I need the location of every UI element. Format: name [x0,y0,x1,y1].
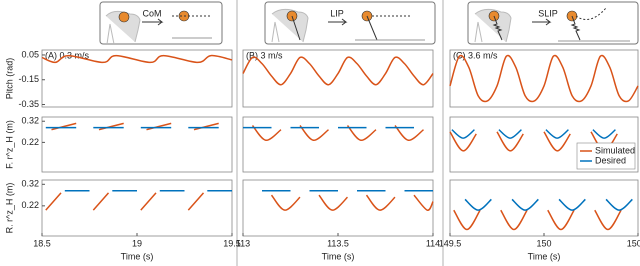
robot-icon [474,8,512,43]
plot-frame [449,179,639,237]
x-tick-label: 150 [536,238,551,248]
x-tick-label: 18.5 [33,238,51,248]
panel-title: (C) 3.6 m/s [453,50,498,60]
robot-icon [105,10,141,45]
x-tick-label: 114 [426,238,440,248]
com-icon [118,11,130,23]
plot-frame [242,116,434,173]
x-tick-label: 113.5 [327,238,349,248]
x-tick-label: 149.5 [439,238,462,248]
y-tick-label: 0.32 [21,116,39,126]
series-line [449,131,618,152]
y-axis-label: F. r^z_H (m) [4,120,14,169]
plot-frame [41,49,233,108]
series-line [451,129,616,139]
y-tick-label: 0.22 [21,200,39,210]
x-tick-label: 113 [236,238,250,248]
plot-frame [242,49,434,108]
diagram-box [264,1,436,45]
spring-leg [570,15,581,41]
x-axis-label: Time (s) [528,251,561,261]
arrow [532,18,552,26]
plot-frame [41,179,233,237]
x-tick-label: 19 [132,238,142,248]
y-tick-label: -0.35 [18,99,39,109]
diagram-box [467,1,639,45]
y-tick-label: 0.32 [21,179,39,189]
plot-frame [449,49,639,108]
series-line [45,192,205,211]
series-line [449,54,639,103]
series-line [270,194,434,211]
legend-label: Desired [595,155,626,165]
diagram-slip: SLIP [467,1,639,45]
y-axis-label: Pitch (rad) [4,58,14,100]
leg [366,15,378,41]
y-tick-label: 0.05 [21,49,39,59]
legend-label: Simulated [595,145,635,155]
arrow [142,18,164,26]
y-tick-label: -0.15 [18,74,39,84]
x-axis-label: Time (s) [121,251,154,261]
spring-leg [492,15,503,41]
y-tick-label: 0.22 [21,137,39,147]
arrow [328,18,348,26]
series-line [41,54,233,64]
leg [291,15,301,41]
y-axis-label: R. r^z_H (m) [4,183,14,234]
legend-box [576,142,636,170]
plot-frame [41,116,233,173]
diagram-label: LIP [330,8,344,18]
series-line [251,124,424,142]
series-line [51,122,219,131]
diagram-label: SLIP [538,8,558,18]
series-line [464,198,633,211]
robot-icon [271,8,309,43]
plot-frame [449,116,639,173]
series-line [453,209,622,231]
x-axis-label: Time (s) [322,251,355,261]
panel-title: (B) 3 m/s [246,50,283,60]
diagram-lip: LIP [264,1,436,45]
x-tick-label: 150.5 [627,238,640,248]
series-line [242,56,434,86]
x-tick-label: 19.5 [223,238,241,248]
diagram-label: CoM [142,8,161,18]
diagram-com: CoM [99,1,223,45]
